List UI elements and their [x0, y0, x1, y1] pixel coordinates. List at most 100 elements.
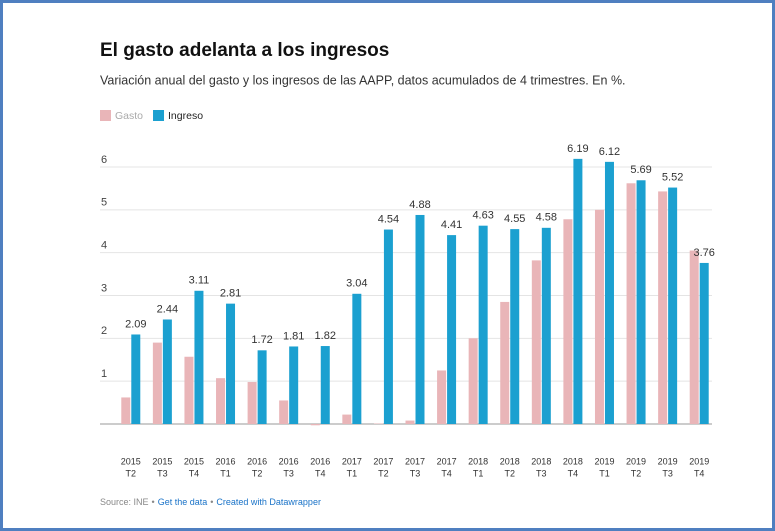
bar	[405, 420, 415, 424]
bar	[541, 227, 551, 424]
bar	[247, 382, 257, 424]
bar	[121, 397, 131, 424]
footer: Source: INE • Get the data • Created with Da…	[100, 497, 321, 507]
bar	[257, 350, 267, 424]
bar	[563, 219, 573, 424]
bar	[699, 262, 709, 424]
x-tick-label: T2	[504, 468, 515, 478]
y-tick-label: 5	[101, 197, 107, 209]
x-tick-label: T4	[568, 468, 579, 478]
value-label: 1.82	[315, 330, 336, 342]
value-label: 5.52	[662, 171, 683, 183]
value-label: 6.19	[567, 143, 588, 155]
x-tick-label: 2018	[531, 456, 551, 466]
x-tick-label: T4	[694, 468, 705, 478]
x-tick-label: 2018	[468, 456, 488, 466]
x-tick-label: 2018	[563, 456, 583, 466]
plot: 1 2 3 4 5 6 2015 T2 2.09 2015 T3 2.44 2015 T4 3.11 2016…	[100, 143, 715, 478]
bar	[131, 334, 141, 424]
x-tick-label: T1	[347, 468, 358, 478]
bar	[289, 346, 299, 424]
y-tick-label: 2	[101, 325, 107, 337]
x-tick-label: 2016	[247, 456, 267, 466]
value-label: 4.88	[409, 199, 430, 211]
x-tick-label: T4	[441, 468, 452, 478]
x-tick-label: 2019	[594, 456, 614, 466]
x-tick-label: T4	[189, 468, 200, 478]
chart-title: El gasto adelanta a los ingresos	[100, 40, 389, 61]
x-tick-label: T3	[283, 468, 294, 478]
bar	[689, 250, 699, 424]
bar	[478, 225, 488, 424]
bar	[310, 424, 320, 426]
bar	[573, 158, 583, 424]
bar	[604, 161, 614, 425]
bar	[152, 342, 162, 424]
x-tick-label: T2	[631, 468, 642, 478]
value-label: 3.11	[189, 275, 210, 287]
value-label: 4.54	[378, 213, 399, 225]
y-tick-label: 1	[101, 368, 107, 380]
bar	[383, 229, 393, 424]
y-tick-label: 3	[101, 282, 107, 294]
separator: •	[152, 497, 155, 507]
source: Source: INE	[100, 497, 149, 507]
separator: •	[210, 497, 213, 507]
value-label: 2.81	[220, 288, 241, 300]
bar	[447, 235, 457, 424]
bar	[668, 187, 678, 424]
x-tick-label: T1	[473, 468, 484, 478]
x-tick-label: 2019	[658, 456, 678, 466]
bar	[510, 229, 520, 424]
legend-swatch	[153, 110, 165, 121]
x-tick-label: 2016	[310, 456, 330, 466]
bar	[594, 209, 604, 424]
x-tick-label: T2	[252, 468, 263, 478]
bar	[216, 378, 226, 424]
x-tick-label: T1	[599, 468, 610, 478]
x-tick-label: 2018	[500, 456, 520, 466]
legend-label: Gasto	[115, 110, 143, 122]
bar	[658, 191, 668, 424]
x-tick-label: 2015	[184, 456, 204, 466]
legend: Gasto Ingreso	[100, 110, 203, 122]
value-label: 1.72	[251, 334, 272, 346]
bar	[415, 214, 425, 424]
x-tick-label: T3	[410, 468, 421, 478]
bar	[162, 319, 172, 424]
value-label: 3.04	[346, 278, 367, 290]
x-tick-label: 2017	[405, 456, 425, 466]
legend-label: Ingreso	[168, 110, 203, 122]
bar	[226, 303, 236, 424]
footer-link[interactable]: Get the data	[158, 497, 208, 507]
x-tick-label: 2015	[152, 456, 172, 466]
bar	[437, 370, 447, 424]
x-tick-label: T3	[662, 468, 673, 478]
value-label: 4.41	[441, 219, 462, 231]
value-label: 1.81	[283, 330, 304, 342]
x-tick-label: 2016	[216, 456, 236, 466]
bar	[636, 180, 646, 424]
bar	[352, 293, 362, 424]
value-label: 3.76	[693, 247, 714, 259]
value-label: 4.58	[536, 212, 557, 224]
value-label: 2.09	[125, 318, 146, 330]
bar	[320, 346, 330, 424]
x-tick-label: T3	[536, 468, 547, 478]
x-tick-label: T2	[378, 468, 389, 478]
x-tick-label: T1	[220, 468, 231, 478]
y-tick-label: 4	[101, 240, 107, 252]
value-label: 2.44	[157, 303, 178, 315]
chart-subtitle: Variación anual del gasto y los ingresos…	[100, 73, 626, 87]
value-label: 4.55	[504, 213, 525, 225]
footer-link[interactable]: Created with Datawrapper	[216, 497, 321, 507]
value-label: 5.69	[630, 164, 651, 176]
x-tick-label: 2015	[121, 456, 141, 466]
x-tick-label: 2017	[437, 456, 457, 466]
x-tick-label: 2017	[373, 456, 393, 466]
x-tick-label: 2019	[689, 456, 709, 466]
bar	[342, 414, 352, 424]
x-tick-label: T3	[157, 468, 168, 478]
y-tick-label: 6	[101, 154, 107, 166]
